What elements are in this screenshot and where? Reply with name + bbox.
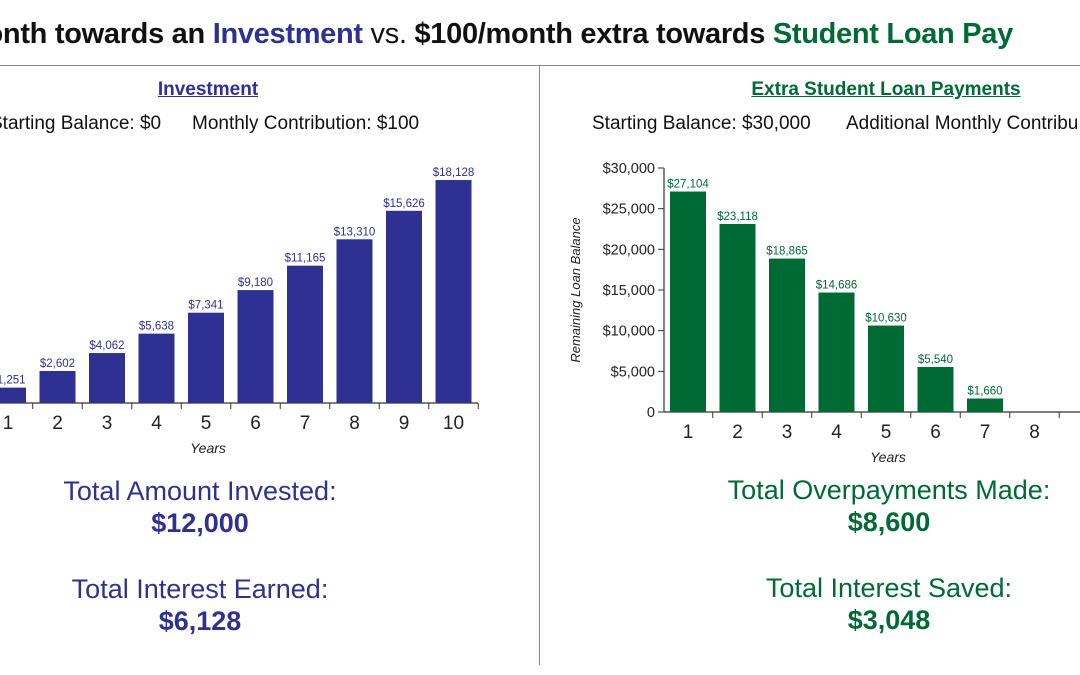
bar-year-9 <box>386 210 422 403</box>
bar-year-6 <box>237 290 274 403</box>
investment-monthly-contribution: Monthly Contribution: $100 <box>192 113 420 134</box>
data-label: $10,630 <box>865 313 907 325</box>
x-axis-title: Years <box>870 449 906 465</box>
data-label: $1,660 <box>967 385 1002 397</box>
total-invested-label: Total Amount Invested: <box>63 476 337 506</box>
total-overpayments-label: Total Overpayments Made: <box>727 475 1051 505</box>
bar-year-7 <box>967 398 1003 412</box>
x-axis-title: Years <box>190 440 226 456</box>
x-tick-label: 5 <box>881 422 892 443</box>
x-tick-label: 1 <box>3 413 14 434</box>
x-tick-label: 6 <box>930 422 941 443</box>
bar-year-3 <box>769 258 805 412</box>
data-label: $18,128 <box>433 167 475 179</box>
x-tick-label: 8 <box>1029 422 1040 443</box>
data-label: $7,341 <box>188 300 223 312</box>
data-label: $2,602 <box>40 358 75 370</box>
bar-year-5 <box>188 312 224 403</box>
x-tick-label: 7 <box>300 413 311 434</box>
loan-bar-chart: $27,104 1 $23,118 2 $18,865 3 $14,686 4 $10,630 5… <box>568 161 1080 465</box>
x-tick-label: 6 <box>250 413 261 434</box>
y-tick-label: $5,000 <box>611 364 655 380</box>
total-invested-value: $12,000 <box>151 508 249 538</box>
x-tick-label: 10 <box>443 413 464 434</box>
x-tick-label: 3 <box>782 422 793 443</box>
total-interest-earned-value: $6,128 <box>158 606 242 636</box>
data-label: $13,310 <box>334 226 376 238</box>
x-tick-label: 2 <box>732 422 743 443</box>
x-tick-label: 1 <box>683 422 694 443</box>
x-tick-label: 3 <box>102 413 113 434</box>
x-tick-label: 4 <box>831 422 842 443</box>
investment-bar-chart: $1,251 1 $2,602 2 $4,062 3 $5,638 4 $7,341 5 $9,18… <box>0 167 479 456</box>
y-axis-title: Remaining Loan Balance <box>568 217 583 362</box>
x-tick-label: 9 <box>399 413 410 434</box>
bar-year-1 <box>670 191 706 412</box>
bar-year-2 <box>39 370 76 403</box>
data-label: $11,165 <box>285 253 326 265</box>
x-tick-label: 2 <box>52 413 63 434</box>
data-label: $9,180 <box>238 277 273 289</box>
bar-year-7 <box>287 265 323 403</box>
page-title: month towards an Investment vs. $100/mon… <box>0 18 1013 50</box>
total-interest-saved-value: $3,048 <box>847 605 931 635</box>
bar-year-3 <box>89 353 125 403</box>
bar-year-4 <box>818 292 855 412</box>
data-label: $4,062 <box>89 340 124 352</box>
y-tick-label: $20,000 <box>603 242 655 258</box>
total-interest-earned-label: Total Interest Earned: <box>71 574 329 604</box>
loan-starting-balance: Starting Balance: $30,000 <box>592 113 811 134</box>
data-label: $14,686 <box>816 280 858 292</box>
loan-heading: Extra Student Loan Payments <box>751 79 1021 100</box>
y-tick-label: $30,000 <box>603 161 655 177</box>
investment-heading: Investment <box>157 79 259 100</box>
y-tick-label: $25,000 <box>603 202 655 218</box>
x-tick-label: 4 <box>151 413 162 434</box>
data-label: $5,540 <box>918 354 953 366</box>
total-interest-saved-label: Total Interest Saved: <box>765 573 1013 603</box>
y-tick-label: $10,000 <box>603 324 655 340</box>
bar-year-6 <box>917 366 954 412</box>
data-label: $5,638 <box>139 321 174 333</box>
data-label: $1,251 <box>0 375 26 387</box>
data-label: $18,865 <box>766 246 808 258</box>
panel-divider <box>539 65 540 665</box>
loan-additional-contribution: Additional Monthly Contribu <box>846 113 1079 134</box>
bar-year-4 <box>138 333 175 403</box>
data-label: $15,626 <box>383 198 425 210</box>
bar-year-2 <box>719 223 756 412</box>
bar-year-8 <box>336 239 373 403</box>
total-overpayments-value: $8,600 <box>847 507 931 537</box>
y-tick-label: $15,000 <box>603 283 655 299</box>
x-tick-label: 7 <box>980 422 991 443</box>
y-tick-label: 0 <box>647 405 655 421</box>
bar-year-10 <box>435 180 472 403</box>
x-tick-label: 5 <box>201 413 212 434</box>
bar-year-1 <box>0 387 26 403</box>
data-label: $27,104 <box>667 179 709 191</box>
bar-year-5 <box>868 325 904 412</box>
investment-starting-balance: Starting Balance: $0 <box>0 113 162 134</box>
x-tick-label: 8 <box>349 413 360 434</box>
title-divider <box>0 65 1080 66</box>
data-label: $23,118 <box>717 211 758 223</box>
